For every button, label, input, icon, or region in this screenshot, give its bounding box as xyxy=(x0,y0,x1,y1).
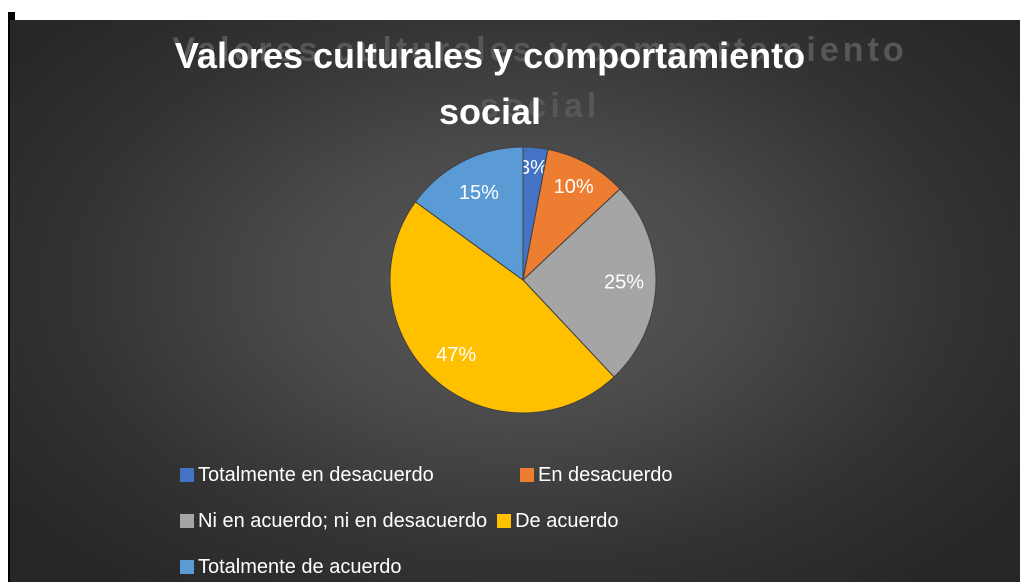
chart-title-shadow-line-1: Valores culturales y comportamiento xyxy=(172,31,908,69)
chart-title-line-2: social xyxy=(438,91,542,132)
legend-item-2: En desacuerdo xyxy=(520,452,673,498)
legend-swatch-2 xyxy=(520,468,534,482)
legend-label-2: En desacuerdo xyxy=(538,463,673,486)
corner-mark xyxy=(10,12,15,20)
left-border-line xyxy=(8,12,10,582)
pie-slice-5 xyxy=(414,146,524,281)
legend-item-5: Totalmente de acuerdo xyxy=(180,544,401,582)
legend-swatch-3 xyxy=(180,514,194,528)
data-label-2: 10% xyxy=(554,176,594,198)
chart-title: Valores culturales y comportamiento soci… xyxy=(130,28,850,140)
legend-item-4: De acuerdo xyxy=(497,498,619,544)
legend-label-4: De acuerdo xyxy=(515,509,619,532)
chart-title-line-1: Valores culturales y comportamiento xyxy=(174,35,806,76)
data-label-4: 47% xyxy=(436,344,476,366)
legend-label-3: Ni en acuerdo; ni en desacuerdo xyxy=(198,509,488,532)
data-label-3: 25% xyxy=(604,271,644,293)
chart-legend: Totalmente en desacuerdo En desacuerdo Ni … xyxy=(180,452,780,582)
legend-swatch-5 xyxy=(180,560,194,574)
legend-item-3: Ni en acuerdo; ni en desacuerdo xyxy=(180,498,487,544)
data-label-5: 15% xyxy=(459,182,499,204)
data-label-1: 3% xyxy=(519,157,548,179)
pie-slice-3 xyxy=(522,188,657,378)
chart-area: Valores culturales y comportamiento soci… xyxy=(10,20,1020,582)
legend-item-1: Totalmente en desacuerdo xyxy=(180,452,510,498)
pie-slice-2 xyxy=(522,148,621,282)
chart-title-shadow: Valores culturales y comportamiento soci… xyxy=(160,22,920,134)
pie-chart: 3% 10% 25% 47% 15% xyxy=(389,146,657,414)
legend-swatch-1 xyxy=(180,468,194,482)
chart-title-shadow-line-2: social xyxy=(479,87,601,125)
legend-swatch-4 xyxy=(497,514,512,528)
pie-slice-4 xyxy=(389,201,615,414)
legend-label-1: Totalmente en desacuerdo xyxy=(198,463,434,486)
legend-label-5: Totalmente de acuerdo xyxy=(198,555,402,578)
